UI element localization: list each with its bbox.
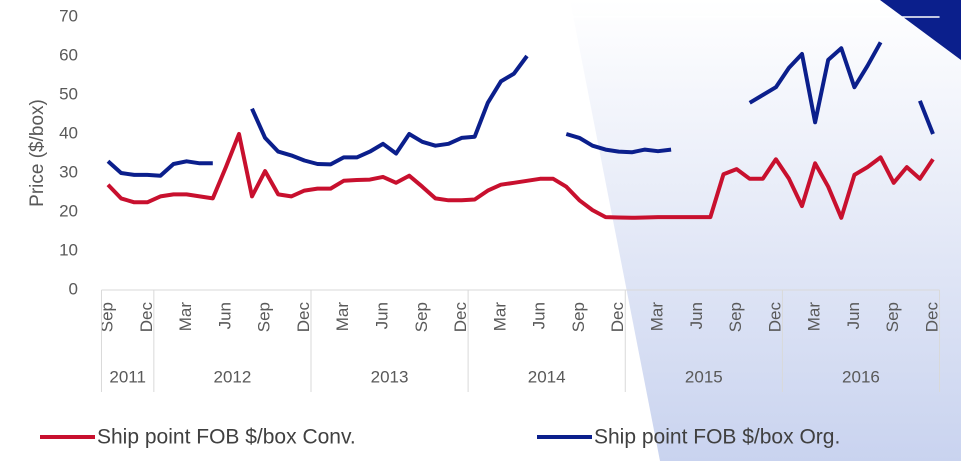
legend-label: Ship point FOB $/box Conv.: [97, 426, 356, 449]
y-tick-label: 40: [59, 123, 78, 142]
y-tick-label: 70: [59, 6, 78, 25]
x-tick-label: Mar: [333, 302, 352, 332]
decor-panel: [570, 0, 961, 461]
series-line: [106, 41, 935, 178]
series-line: [106, 132, 935, 220]
y-tick-label: 60: [59, 45, 78, 64]
y-tick-label: 0: [69, 279, 78, 298]
x-tick-label: Dec: [922, 302, 941, 333]
x-tick-label: Sep: [412, 302, 431, 332]
y-axis-label: Price ($/box): [27, 99, 48, 207]
y-tick-label: 10: [59, 240, 78, 259]
decor-triangle: [880, 0, 961, 60]
legend-label: Ship point FOB $/box Org.: [594, 426, 840, 449]
x-tick-label: Jun: [687, 302, 706, 329]
x-tick-label: Dec: [608, 302, 627, 333]
x-tick-label: Dec: [765, 302, 784, 333]
x-tick-label: Mar: [647, 302, 666, 332]
x-tick-label: Mar: [490, 302, 509, 332]
x-group-label: 2016: [842, 367, 880, 386]
y-tick-label: 20: [59, 201, 78, 220]
x-tick-label: Sep: [883, 302, 902, 332]
x-group-label: 2011: [109, 367, 146, 386]
x-group-label: 2012: [213, 367, 251, 386]
x-tick-label: Jun: [844, 302, 863, 329]
x-group-label: 2015: [685, 367, 723, 386]
x-tick-label: Mar: [176, 302, 195, 332]
x-tick-label: Sep: [97, 302, 116, 332]
y-tick-label: 50: [59, 84, 78, 103]
x-tick-label: Dec: [137, 302, 156, 333]
x-group-label: 2014: [528, 367, 566, 386]
x-tick-label: Sep: [255, 302, 274, 332]
x-tick-label: Mar: [805, 302, 824, 332]
x-group-label: 2013: [371, 367, 409, 386]
x-tick-label: Jun: [372, 302, 391, 329]
x-tick-label: Sep: [726, 302, 745, 332]
x-tick-label: Jun: [530, 302, 549, 329]
y-tick-label: 30: [59, 162, 78, 181]
x-tick-label: Dec: [294, 302, 313, 333]
x-tick-label: Jun: [215, 302, 234, 329]
x-tick-label: Dec: [451, 302, 470, 333]
x-tick-label: Sep: [569, 302, 588, 332]
